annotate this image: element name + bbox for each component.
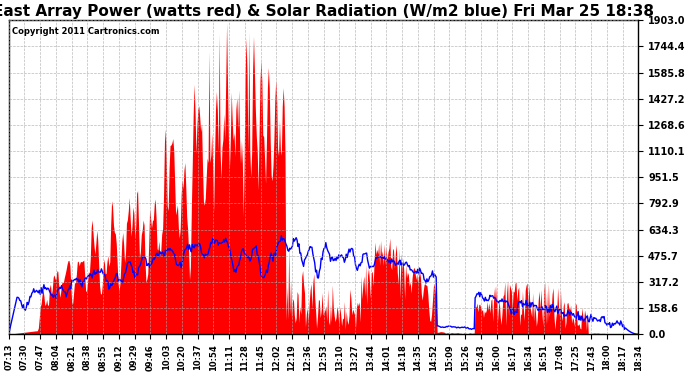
- Text: Copyright 2011 Cartronics.com: Copyright 2011 Cartronics.com: [12, 27, 159, 36]
- Title: East Array Power (watts red) & Solar Radiation (W/m2 blue) Fri Mar 25 18:38: East Array Power (watts red) & Solar Rad…: [0, 4, 654, 19]
